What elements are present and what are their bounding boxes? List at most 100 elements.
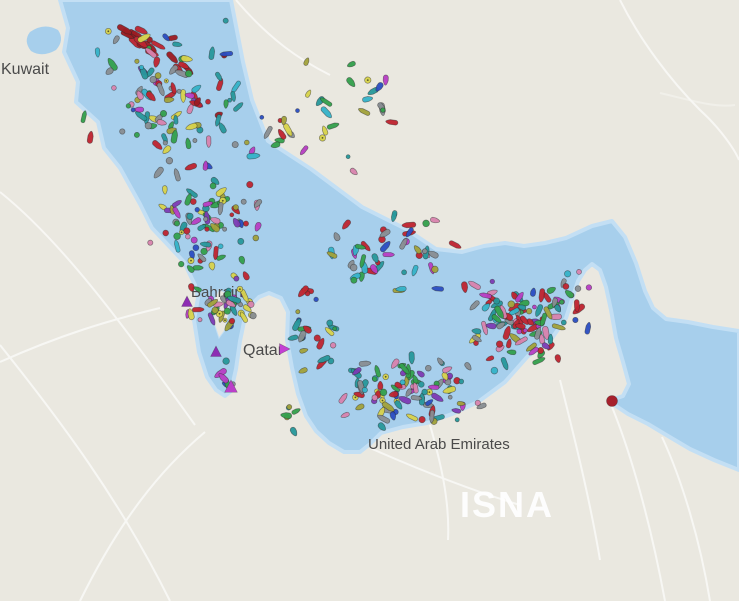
ship-marker[interactable] [479,292,492,299]
ship-marker[interactable] [204,98,211,105]
ship-marker[interactable] [209,222,221,234]
ship-marker[interactable] [156,82,165,97]
ship-marker[interactable] [154,71,162,79]
ship-marker[interactable] [226,295,242,304]
nav-marker[interactable] [279,343,291,355]
ship-marker[interactable] [326,319,334,327]
ship-marker[interactable] [297,330,307,343]
ship-marker[interactable] [153,56,161,68]
ship-marker[interactable] [231,217,241,228]
ship-marker[interactable] [173,114,179,125]
ship-marker[interactable] [295,108,300,113]
ship-marker[interactable] [321,125,329,136]
ship-marker[interactable] [519,315,530,326]
ship-marker[interactable] [502,325,511,340]
ship-marker[interactable] [188,283,195,292]
ship-marker[interactable] [489,278,495,285]
ship-marker[interactable] [500,357,509,371]
ship-marker[interactable] [211,306,219,314]
ship-marker[interactable] [539,312,548,327]
ship-marker[interactable] [430,265,439,274]
ship-marker[interactable] [425,364,432,372]
ship-marker[interactable] [187,308,195,321]
ship-marker[interactable] [238,255,246,265]
ship-marker[interactable] [421,388,428,396]
ship-marker[interactable] [185,187,198,198]
ship-marker[interactable] [191,83,203,94]
ship-marker[interactable] [418,381,426,389]
ship-marker[interactable] [563,270,572,278]
ship-marker[interactable] [496,321,506,330]
ship-marker[interactable] [481,302,491,312]
ship-marker[interactable] [448,240,462,250]
ship-marker[interactable] [408,351,415,365]
ship-marker[interactable] [538,288,546,303]
ship-marker[interactable] [206,135,212,148]
ship-marker[interactable] [240,198,247,205]
ship-marker[interactable] [338,392,349,404]
ship-marker[interactable] [481,321,489,336]
ship-marker[interactable] [341,219,352,231]
ship-marker[interactable] [130,107,136,113]
ship-marker[interactable] [355,243,366,250]
ship-marker[interactable] [242,304,252,314]
ship-marker[interactable] [244,139,250,146]
ship-marker[interactable] [576,269,582,275]
ship-marker[interactable] [192,138,198,143]
ship-marker[interactable] [427,249,439,259]
ship-marker[interactable] [360,240,371,252]
ship-marker[interactable] [291,407,301,415]
ship-marker[interactable] [413,244,423,255]
ship-marker[interactable] [562,283,570,291]
ship-marker[interactable] [394,399,404,410]
ship-marker[interactable] [398,395,412,405]
ship-marker[interactable] [112,35,121,45]
ship-marker[interactable] [134,58,140,64]
ship-marker[interactable] [204,226,210,232]
ship-marker[interactable] [176,88,182,94]
ship-marker[interactable] [182,226,191,235]
ship-marker[interactable] [525,308,533,315]
ship-marker[interactable] [485,355,495,362]
ship-marker[interactable] [144,46,158,59]
ship-marker[interactable] [390,383,401,393]
ship-marker[interactable] [213,367,227,379]
ship-marker[interactable] [431,392,445,403]
ship-marker[interactable] [213,245,219,261]
ship-marker[interactable] [277,128,287,140]
ship-marker[interactable] [185,233,192,240]
ship-marker[interactable] [374,81,384,92]
ship-marker[interactable] [512,318,521,329]
ship-marker[interactable] [389,411,397,421]
ship-marker[interactable] [222,226,228,232]
ship-marker[interactable] [458,378,465,385]
ship-marker[interactable] [289,426,298,437]
ship-marker[interactable] [358,360,372,367]
ship-marker[interactable] [246,152,261,160]
ship-marker[interactable] [249,312,257,320]
ship-marker[interactable] [197,253,207,263]
ship-marker[interactable] [192,244,200,252]
ship-marker[interactable] [191,306,205,313]
ship-marker[interactable] [543,306,554,320]
ship-marker[interactable] [464,361,473,371]
ship-marker[interactable] [507,300,516,308]
ship-marker[interactable] [461,281,468,293]
ship-marker[interactable] [239,311,249,323]
ship-marker[interactable] [286,404,293,410]
ship-marker[interactable] [506,349,517,356]
ship-marker[interactable] [584,321,592,335]
ship-marker[interactable] [494,305,506,320]
ship-marker[interactable] [390,210,398,222]
ship-marker[interactable] [119,128,126,135]
ship-marker[interactable] [345,154,351,160]
ship-marker[interactable] [200,247,209,256]
ship-marker[interactable] [541,342,551,351]
ship-marker[interactable] [421,219,431,229]
ship-marker[interactable] [246,181,254,189]
ship-marker[interactable] [252,234,260,242]
ship-marker[interactable] [162,229,169,237]
ship-marker[interactable] [291,317,302,331]
ship-marker[interactable] [560,319,567,326]
ship-marker[interactable] [324,326,335,337]
